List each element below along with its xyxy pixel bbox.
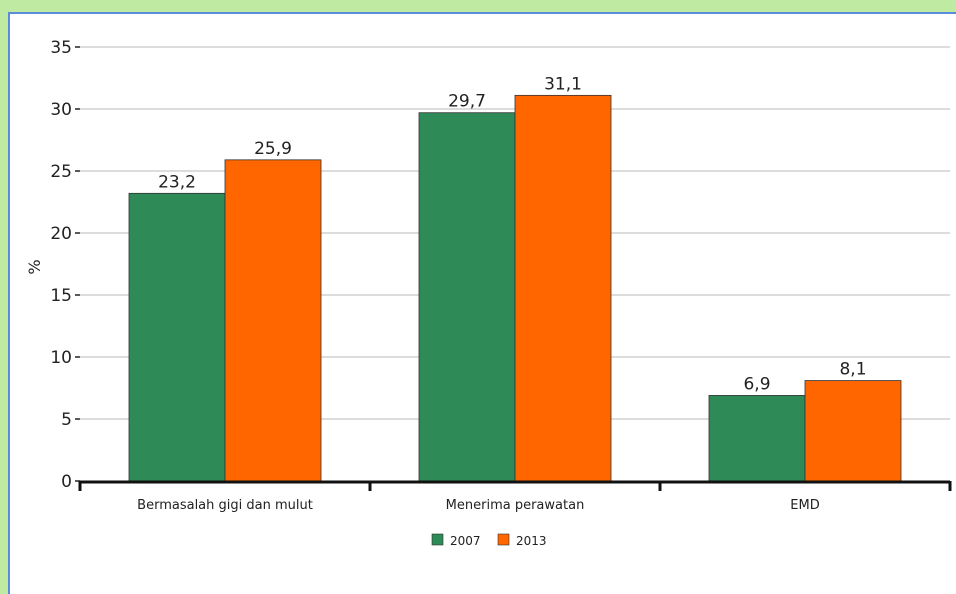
data-label: 23,2	[158, 172, 196, 192]
bar-2007-1	[418, 112, 516, 482]
data-label: 25,9	[254, 139, 292, 159]
legend-swatch-2007	[431, 533, 444, 546]
chart-frame: 0 5 10 15 20 25 30 35 % 23,2 25,9 29,7 31,1 6,9 8,1 …	[8, 12, 956, 594]
y-axis: 0 5 10 15 20 25 30 35	[50, 38, 80, 492]
legend-label: 2007	[450, 534, 481, 548]
y-tick-label: 20	[50, 224, 72, 244]
data-label: 6,9	[743, 374, 770, 394]
x-tick-label: Bermasalah gigi dan mulut	[137, 498, 313, 513]
data-label: 29,7	[448, 92, 486, 112]
y-tick-label: 35	[50, 38, 72, 58]
x-tick-label: EMD	[790, 498, 819, 513]
bar-2013-2	[804, 380, 902, 482]
bar-2013-0	[224, 159, 322, 482]
data-label: 31,1	[544, 74, 582, 94]
y-tick-label: 5	[61, 410, 72, 430]
y-tick-label: 25	[50, 162, 72, 182]
legend-label: 2013	[516, 534, 547, 548]
y-tick-label: 15	[50, 286, 72, 306]
x-tick-label: Menerima perawatan	[446, 498, 585, 513]
legend-swatch-2013	[497, 533, 510, 546]
x-axis: Bermasalah gigi dan mulut Menerima perawa…	[78, 480, 952, 513]
y-axis-label: %	[25, 259, 44, 274]
bars: 23,2 25,9 29,7 31,1 6,9 8,1	[128, 74, 902, 482]
bar-2007-2	[708, 395, 806, 482]
y-tick-label: 30	[50, 100, 72, 120]
bar-2007-0	[128, 192, 226, 482]
y-tick-label: 0	[61, 472, 72, 492]
data-label: 8,1	[839, 360, 866, 380]
y-tick-label: 10	[50, 348, 72, 368]
bar-2013-1	[514, 94, 612, 482]
legend: 2007 2013	[431, 533, 547, 548]
